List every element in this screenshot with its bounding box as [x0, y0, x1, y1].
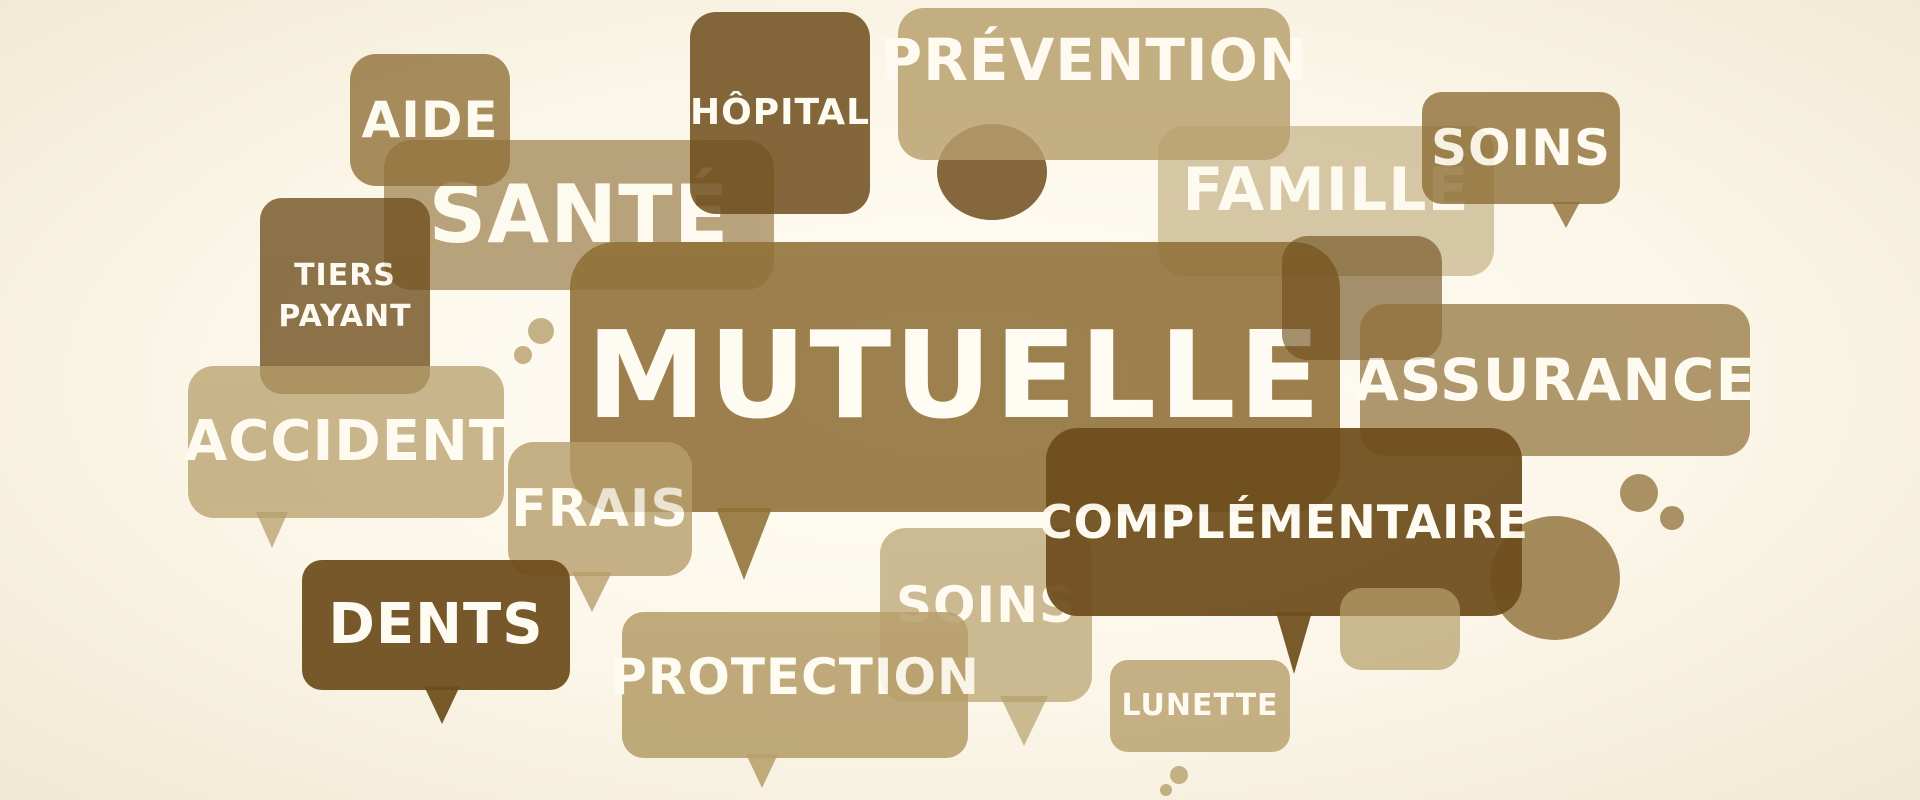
bubble-mutuelle-tail [716, 508, 772, 580]
bubble-lunette: LUNETTE [1110, 660, 1290, 752]
bubble-hopital-label: HÔPITAL [689, 92, 871, 134]
bubble-tiers-label: TIERS [294, 257, 396, 293]
dot-1 [528, 318, 554, 344]
bubble-accident-label: ACCIDENT [183, 408, 509, 474]
bubble-soins-top-tail [1552, 202, 1580, 228]
dot-6 [1160, 784, 1172, 796]
bubble-soins-bottom-tail [1000, 696, 1048, 746]
bubble-frais-tail [572, 572, 612, 612]
bubble-aide: AIDE [350, 54, 510, 186]
bubble-soins-top-label: SOINS [1431, 118, 1611, 177]
bubble-assurance: ASSURANCE [1354, 304, 1755, 456]
bubble-frais: FRAIS [508, 442, 692, 576]
bubble-payant-label: PAYANT [278, 299, 412, 334]
bubble-prevention-label: PRÉVENTION [879, 25, 1309, 94]
bubble-accident-tail [256, 512, 288, 548]
bubble-tiers-payant: TIERS PAYANT [260, 198, 430, 394]
bubble-protection-tail [746, 754, 778, 788]
bubble-overlay-bottom [1340, 588, 1460, 670]
bubble-complementaire: COMPLÉMENTAIRE [1039, 428, 1528, 616]
bubble-complementaire-label: COMPLÉMENTAIRE [1038, 494, 1530, 549]
dot-2 [514, 346, 532, 364]
bubble-aide-label: AIDE [361, 90, 499, 149]
bubble-soins-top: SOINS [1422, 92, 1620, 204]
bubble-hopital: HÔPITAL [690, 12, 870, 214]
bubble-dents: DENTS [302, 560, 570, 690]
bubble-accident: ACCIDENT [184, 366, 507, 518]
bubble-frais-label: FRAIS [511, 478, 689, 539]
bubble-dents-label: DENTS [328, 591, 544, 657]
bubble-protection: PROTECTION [610, 612, 979, 758]
bubble-protection-label: PROTECTION [610, 647, 980, 706]
dot-4 [1660, 506, 1684, 530]
bubble-lunette-label: LUNETTE [1121, 688, 1279, 724]
bubble-dents-tail [424, 686, 460, 724]
dot-5 [1170, 766, 1188, 784]
bubble-mutuelle-label: MUTUELLE [586, 307, 1324, 446]
bubble-famille-label: FAMILLE [1182, 154, 1470, 225]
dot-3 [1620, 474, 1658, 512]
bubble-assurance-label: ASSURANCE [1353, 345, 1757, 414]
